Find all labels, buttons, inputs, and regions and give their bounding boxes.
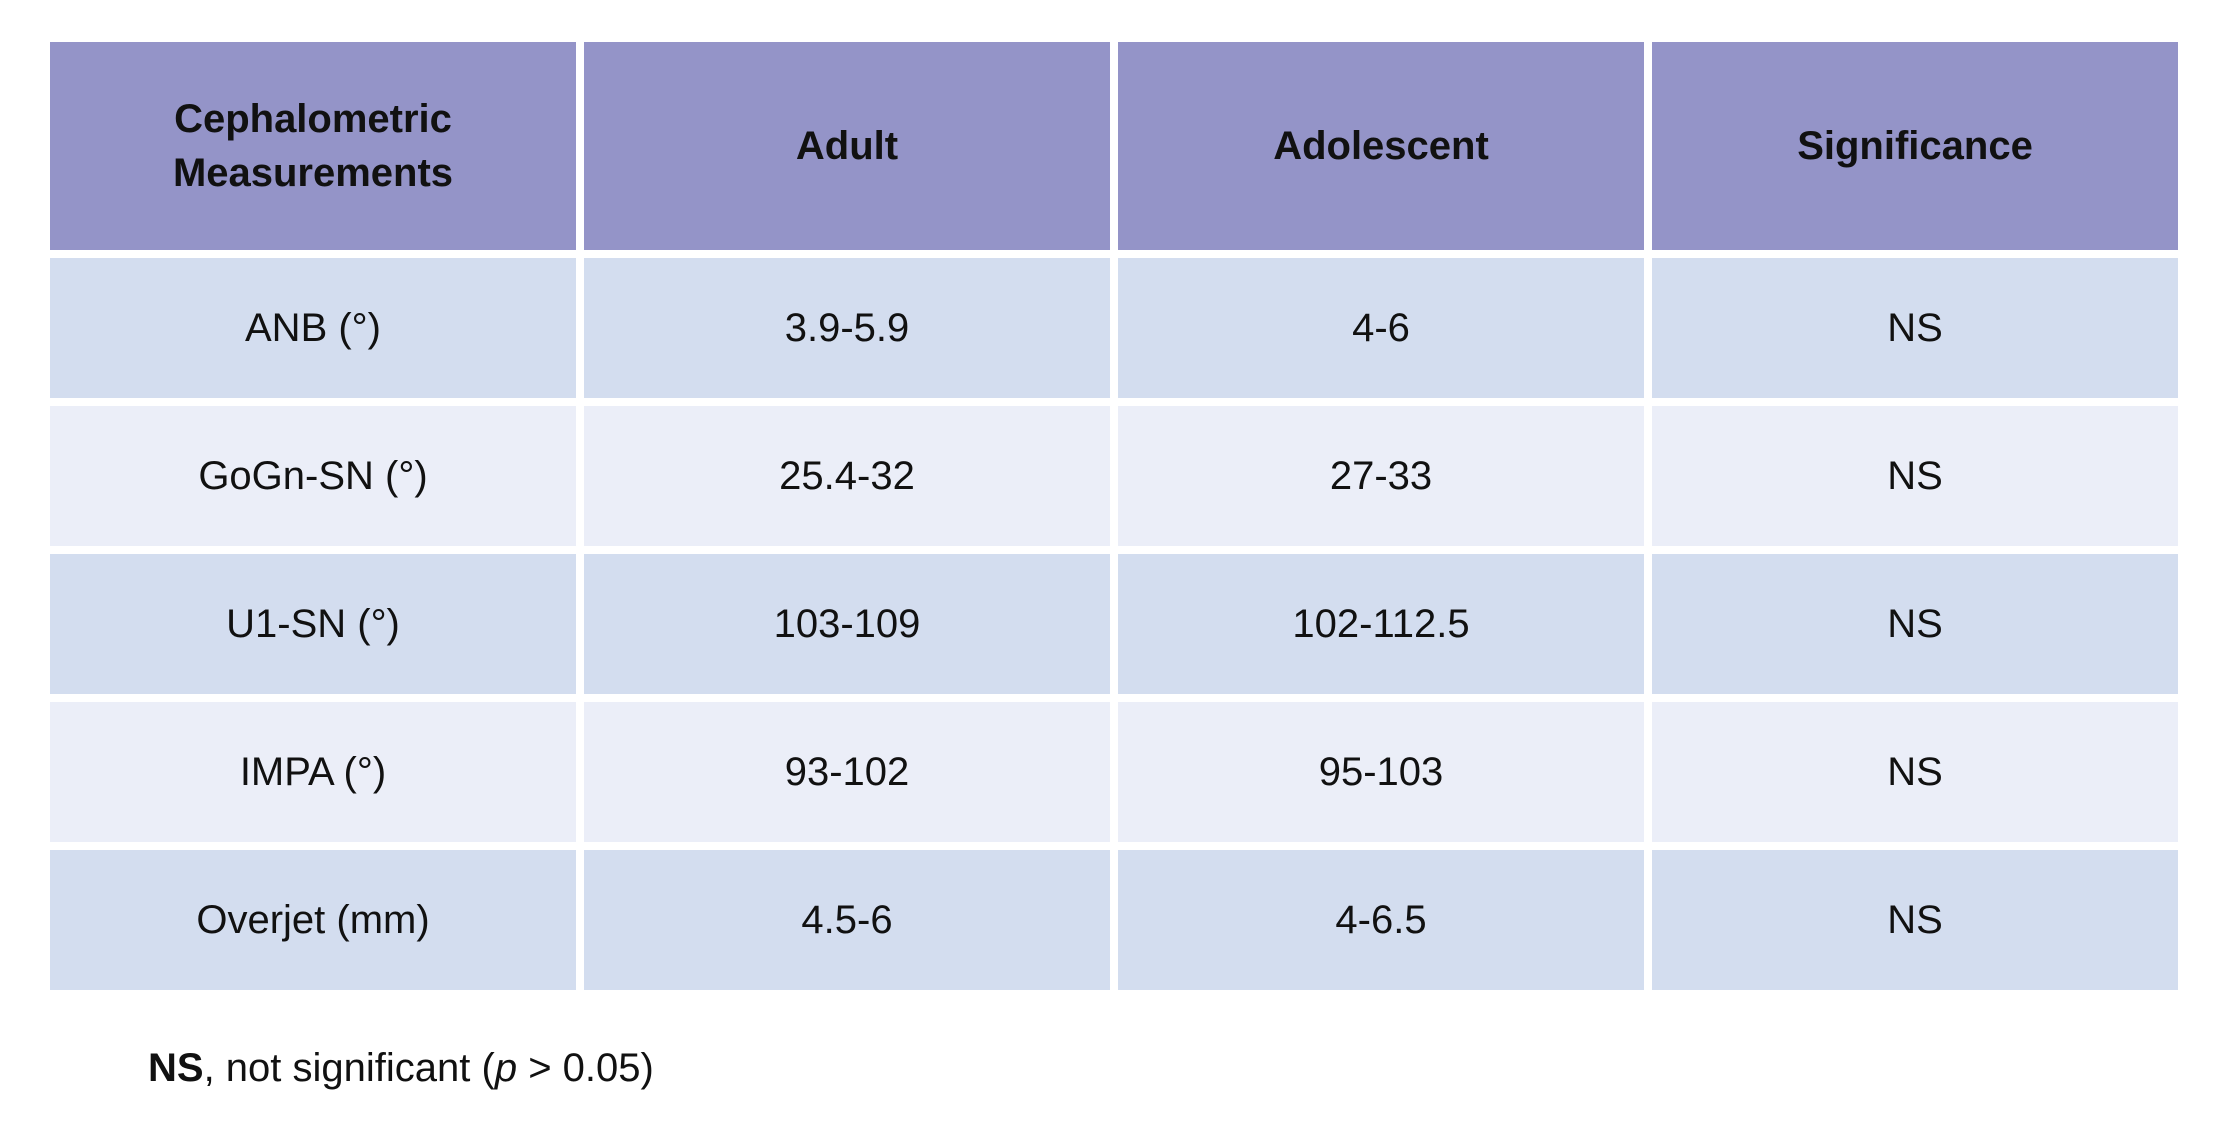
cell-adolescent: 102-112.5 [1118, 554, 1644, 694]
cell-significance: NS [1652, 554, 2178, 694]
cell-measurement: Overjet (mm) [50, 850, 576, 990]
cell-significance: NS [1652, 258, 2178, 398]
cell-significance: NS [1652, 702, 2178, 842]
table-body: ANB (°) 3.9-5.9 4-6 NS GoGn-SN (°) 25.4-… [50, 258, 2178, 990]
cell-adult: 93-102 [584, 702, 1110, 842]
cell-adolescent: 4-6 [1118, 258, 1644, 398]
table-row: IMPA (°) 93-102 95-103 NS [50, 702, 2178, 842]
paper-table-figure: Cephalometric Measurements Adult Adolesc… [0, 34, 2224, 1136]
table-row: GoGn-SN (°) 25.4-32 27-33 NS [50, 406, 2178, 546]
cell-adult: 3.9-5.9 [584, 258, 1110, 398]
cell-adolescent: 27-33 [1118, 406, 1644, 546]
cell-adult: 4.5-6 [584, 850, 1110, 990]
footnote-p-symbol: p [494, 1046, 518, 1090]
column-header-measurements: Cephalometric Measurements [50, 42, 576, 250]
cephalometric-table: Cephalometric Measurements Adult Adolesc… [42, 34, 2186, 998]
header-row: Cephalometric Measurements Adult Adolesc… [50, 42, 2178, 250]
cell-measurement: U1-SN (°) [50, 554, 576, 694]
cell-adult: 103-109 [584, 554, 1110, 694]
table-row: Overjet (mm) 4.5-6 4-6.5 NS [50, 850, 2178, 990]
table-row: U1-SN (°) 103-109 102-112.5 NS [50, 554, 2178, 694]
cell-measurement: IMPA (°) [50, 702, 576, 842]
cell-significance: NS [1652, 406, 2178, 546]
cell-significance: NS [1652, 850, 2178, 990]
table-row: ANB (°) 3.9-5.9 4-6 NS [50, 258, 2178, 398]
column-header-adolescent: Adolescent [1118, 42, 1644, 250]
footnote-text-after-p: > 0.05) [517, 1046, 654, 1090]
cell-adult: 25.4-32 [584, 406, 1110, 546]
footnote-abbreviation: NS [148, 1046, 204, 1090]
cell-adolescent: 95-103 [1118, 702, 1644, 842]
table-footnote: NS, not significant (p > 0.05) [148, 1044, 2224, 1092]
cell-measurement: ANB (°) [50, 258, 576, 398]
column-header-adult: Adult [584, 42, 1110, 250]
column-header-significance: Significance [1652, 42, 2178, 250]
footnote-text-before-p: , not significant ( [203, 1046, 495, 1090]
cell-adolescent: 4-6.5 [1118, 850, 1644, 990]
table-header: Cephalometric Measurements Adult Adolesc… [50, 42, 2178, 250]
cell-measurement: GoGn-SN (°) [50, 406, 576, 546]
